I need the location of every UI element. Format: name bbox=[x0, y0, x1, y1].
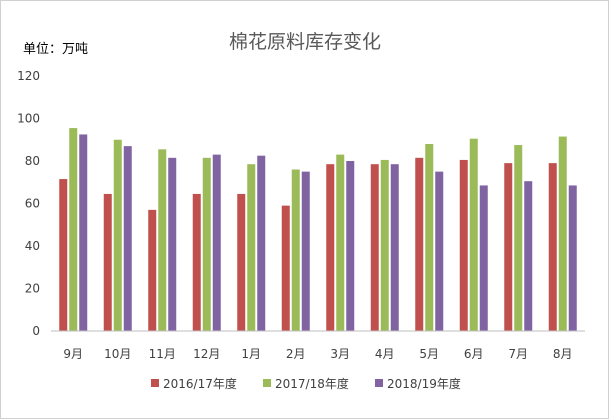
bar-2-3 bbox=[158, 149, 167, 331]
x-tick-label: 11月 bbox=[149, 347, 176, 361]
legend: 2016/17年度 2017/18年度 2018/19年度 bbox=[151, 376, 461, 391]
y-tick-label: 100 bbox=[17, 112, 40, 126]
bar-1-12 bbox=[548, 163, 557, 331]
legend-swatch-1 bbox=[151, 379, 159, 387]
y-tick-label: 40 bbox=[25, 239, 40, 253]
bar-3-5 bbox=[257, 155, 266, 331]
unit-label: 单位：万吨 bbox=[23, 42, 88, 57]
legend-label-2: 2017/18年度 bbox=[275, 376, 349, 391]
bar-2-2 bbox=[113, 139, 122, 331]
y-tick-label: 120 bbox=[17, 69, 40, 83]
y-axis: 0 20 40 60 80 100 120 bbox=[17, 69, 40, 338]
bar-2-6 bbox=[291, 169, 300, 331]
legend-swatch-3 bbox=[375, 379, 383, 387]
bar-1-10 bbox=[459, 159, 468, 331]
bar-2-4 bbox=[202, 157, 211, 331]
bar-2-8 bbox=[380, 159, 389, 331]
x-tick-label: 1月 bbox=[241, 347, 261, 361]
bar-1-6 bbox=[281, 205, 290, 331]
bar-2-7 bbox=[336, 154, 345, 331]
bar-3-9 bbox=[435, 171, 444, 331]
x-tick-label: 8月 bbox=[553, 347, 573, 361]
x-tick-label: 5月 bbox=[419, 347, 439, 361]
x-tick-label: 12月 bbox=[193, 347, 220, 361]
chart-title: 棉花原料库存变化 bbox=[229, 31, 381, 53]
x-tick-label: 2月 bbox=[286, 347, 306, 361]
legend-label-3: 2018/19年度 bbox=[387, 376, 461, 391]
x-tick-label: 3月 bbox=[330, 347, 350, 361]
bar-3-6 bbox=[301, 171, 310, 331]
y-tick-label: 80 bbox=[25, 154, 40, 168]
x-tick-label: 7月 bbox=[508, 347, 528, 361]
bar-3-4 bbox=[212, 154, 221, 331]
bar-1-9 bbox=[415, 157, 424, 331]
bar-3-7 bbox=[346, 161, 355, 331]
legend-label-1: 2016/17年度 bbox=[163, 376, 237, 391]
bar-3-8 bbox=[390, 164, 399, 331]
x-tick-label: 6月 bbox=[464, 347, 484, 361]
legend-swatch-2 bbox=[263, 379, 271, 387]
bar-3-11 bbox=[524, 181, 533, 331]
plot-area bbox=[59, 128, 577, 331]
y-tick-label: 20 bbox=[25, 282, 40, 296]
bar-1-11 bbox=[504, 163, 513, 331]
bar-2-12 bbox=[558, 136, 567, 331]
bar-1-7 bbox=[326, 164, 335, 331]
bar-2-11 bbox=[514, 145, 523, 331]
y-tick-label: 0 bbox=[32, 324, 40, 338]
x-tick-label: 4月 bbox=[375, 347, 395, 361]
bar-2-10 bbox=[469, 138, 478, 331]
x-tick-label: 10月 bbox=[104, 347, 131, 361]
bar-2-5 bbox=[247, 164, 256, 331]
x-axis: 9月 10月 11月 12月 1月 2月 3月 4月 5月 6月 7月 8月 bbox=[51, 330, 585, 361]
bar-1-5 bbox=[237, 193, 246, 331]
bar-3-10 bbox=[479, 185, 488, 331]
bar-3-3 bbox=[168, 157, 177, 331]
bar-3-1 bbox=[79, 134, 88, 331]
bar-2-1 bbox=[69, 128, 78, 331]
bar-2-9 bbox=[425, 144, 434, 331]
bar-1-8 bbox=[370, 164, 379, 331]
bar-3-12 bbox=[568, 185, 577, 331]
bar-1-1 bbox=[59, 179, 68, 331]
bar-1-2 bbox=[103, 193, 112, 331]
y-tick-label: 60 bbox=[25, 197, 40, 211]
bar-1-4 bbox=[192, 193, 201, 331]
bar-3-2 bbox=[123, 146, 132, 331]
x-tick-label: 9月 bbox=[63, 347, 83, 361]
bar-1-3 bbox=[148, 209, 157, 331]
